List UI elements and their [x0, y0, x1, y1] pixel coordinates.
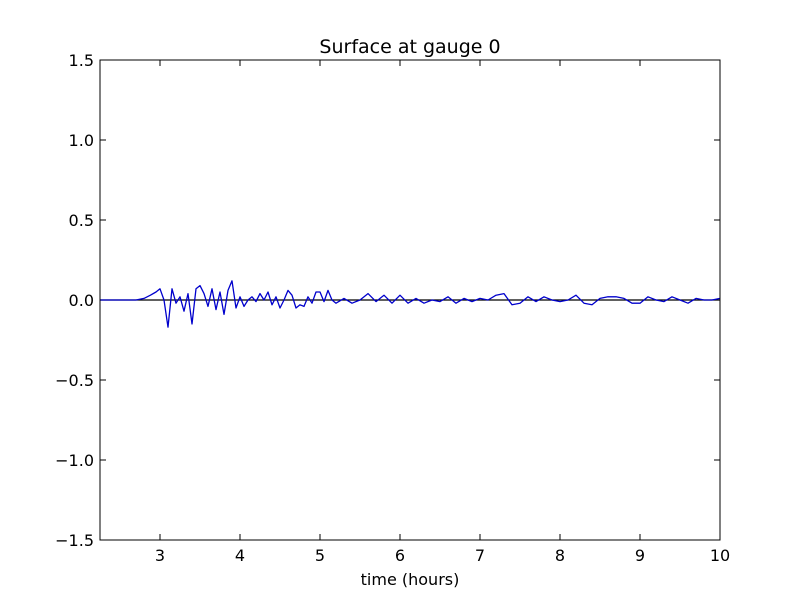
y-tick-label: 1.0	[69, 131, 94, 150]
y-tick-label: −1.5	[55, 531, 94, 550]
chart-title: Surface at gauge 0	[319, 36, 500, 58]
x-axis-label: time (hours)	[361, 570, 460, 589]
surface-series-line	[100, 280, 721, 328]
plot-area: 3 4 5 6 7 8 9 10 −1.5 −1.0 −0.5 0.0 0.5 1.0 1.5	[55, 51, 730, 565]
y-tick-label: 1.5	[69, 51, 94, 70]
y-tick-label: 0.5	[69, 211, 94, 230]
x-tick-label: 9	[635, 546, 645, 565]
x-tick-label: 8	[555, 546, 565, 565]
x-tick-label: 6	[395, 546, 405, 565]
y-tick-label: −1.0	[55, 451, 94, 470]
x-tick-label: 4	[235, 546, 245, 565]
y-tick-label: 0.0	[69, 291, 94, 310]
x-tick-label: 5	[315, 546, 325, 565]
y-tick-label: −0.5	[55, 371, 94, 390]
x-tick-label: 7	[475, 546, 485, 565]
plot-frame	[99, 59, 721, 541]
x-tick-label: 3	[155, 546, 165, 565]
x-tick-label: 10	[710, 546, 730, 565]
